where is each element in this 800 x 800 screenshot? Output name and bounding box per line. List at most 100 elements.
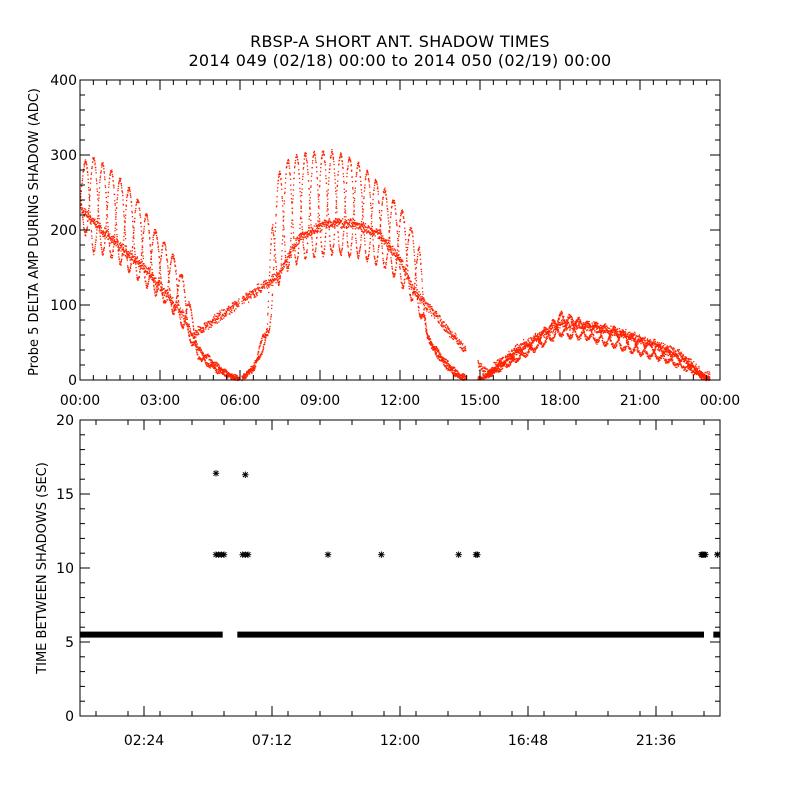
amp-sample-point [272, 224, 274, 226]
amp-sample-point [434, 348, 436, 350]
amp-sample-point [237, 376, 239, 379]
amp-sample-point [175, 300, 177, 302]
amp-sample-point [342, 226, 344, 228]
amp-sample-point [113, 193, 116, 196]
amp-sample-point [294, 245, 297, 247]
amp-sample-point [149, 271, 151, 273]
amp-sample-point [195, 330, 197, 332]
amp-sample-point [279, 170, 281, 173]
amp-sample-point [360, 244, 362, 246]
amp-sample-point [281, 239, 284, 241]
amp-sample-point [189, 339, 191, 341]
amp-sample-point [180, 311, 182, 313]
amp-sample-point [332, 226, 334, 228]
amp-sample-point [150, 261, 152, 263]
amp-sample-point [119, 243, 121, 245]
amp-sample-point [314, 232, 316, 234]
amp-sample-point [280, 177, 282, 180]
amp-sample-point [104, 232, 107, 234]
amp-sample-point [132, 232, 135, 234]
amp-sample-point [212, 362, 214, 364]
amp-sample-point [102, 164, 104, 166]
amp-sample-point [289, 174, 291, 176]
amp-sample-point [420, 263, 422, 265]
amp-sample-point [342, 242, 344, 244]
amp-sample-point [446, 361, 448, 364]
amp-sample-point [343, 188, 345, 190]
amp-sample-point [317, 184, 319, 186]
amp-sample-point [356, 253, 358, 255]
amp-sample-point [201, 352, 203, 354]
amp-sample-point [339, 251, 341, 254]
amp-sample-point [198, 349, 200, 351]
amp-sample-point [290, 232, 292, 234]
amp-sample-point [168, 295, 170, 297]
amp-sample-point [171, 308, 173, 310]
amp-sample-point [177, 289, 179, 291]
amp-sample-point [333, 172, 336, 174]
amp-sample-point [372, 232, 374, 234]
amp-sample-point [235, 374, 238, 377]
amp-sample-point [446, 365, 449, 367]
amp-sample-point [269, 252, 272, 254]
amp-sample-point [444, 365, 446, 367]
amp-sample-point [363, 228, 365, 230]
amp-sample-point [300, 205, 302, 207]
amp-sample-point [435, 354, 437, 356]
amp-sample-point [260, 355, 262, 357]
amp-sample-point [159, 269, 161, 272]
amp-sample-point [148, 229, 150, 232]
amp-sample-point [358, 255, 360, 257]
amp-sample-point [495, 371, 498, 373]
amp-sample-point [345, 196, 347, 198]
amp-sample-point [138, 265, 140, 268]
amp-sample-point [457, 374, 459, 376]
amp-sample-point [127, 265, 129, 267]
amp-sample-point [98, 225, 100, 227]
amp-sample-point [318, 214, 320, 216]
amp-sample-point [197, 329, 200, 331]
amp-sample-point [351, 221, 353, 223]
amp-sample-point [415, 274, 417, 277]
amp-sample-point [393, 248, 395, 250]
amp-sample-point [118, 182, 120, 184]
amp-sample-point [214, 367, 216, 369]
amp-sample-point [95, 239, 97, 241]
amp-sample-point [280, 183, 282, 185]
amp-sample-point [353, 209, 355, 211]
amp-sample-point [159, 289, 162, 291]
amp-sample-point [496, 365, 499, 367]
amp-sample-point [437, 315, 440, 317]
amp-sample-point [335, 193, 337, 195]
amp-sample-point [418, 295, 420, 298]
amp-sample-point [126, 196, 128, 199]
amp-sample-point [270, 314, 272, 316]
amp-sample-point [93, 253, 95, 256]
amp-sample-point [326, 204, 329, 206]
amp-sample-point [102, 250, 104, 253]
amp-sample-point [272, 278, 274, 281]
amp-sample-point [415, 287, 417, 289]
amp-sample-point [144, 276, 146, 278]
amp-sample-point [402, 287, 404, 289]
amp-sample-point [454, 336, 457, 338]
amp-sample-point [222, 314, 224, 316]
amp-sample-point [375, 263, 377, 265]
amp-sample-point [295, 239, 297, 241]
amp-sample-point [394, 249, 396, 251]
amp-sample-point [456, 369, 458, 371]
amp-sample-point [360, 239, 362, 241]
amp-sample-point [272, 279, 274, 281]
amp-sample-point [289, 248, 291, 251]
amp-sample-point [441, 325, 443, 327]
amp-sample-point [129, 252, 131, 254]
amp-sample-point [289, 250, 291, 252]
amp-sample-point [352, 187, 354, 189]
amp-sample-point [94, 223, 96, 225]
amp-sample-point [185, 313, 188, 315]
amp-sample-point [437, 317, 439, 319]
amp-sample-point [406, 276, 409, 278]
amp-sample-point [226, 308, 228, 310]
amp-sample-point [101, 253, 103, 255]
amp-sample-point [346, 172, 348, 174]
